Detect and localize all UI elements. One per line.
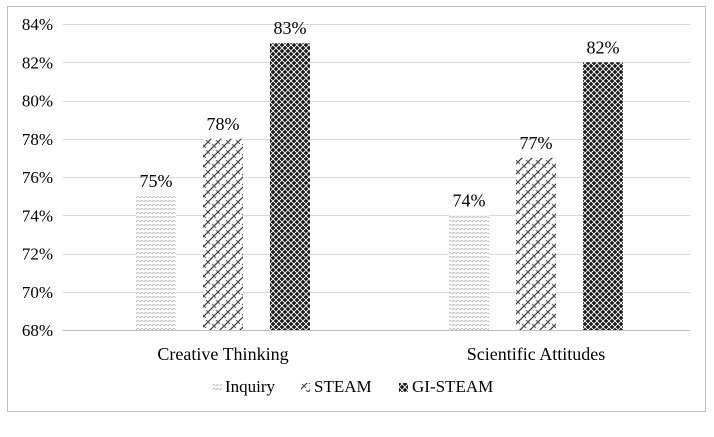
data-label: 75% bbox=[140, 171, 173, 191]
data-label: 78% bbox=[207, 114, 240, 134]
y-tick-label: 74% bbox=[22, 206, 53, 225]
data-label: 83% bbox=[274, 18, 307, 38]
legend-label: STEAM bbox=[314, 377, 372, 396]
y-tick-label: 78% bbox=[22, 130, 53, 149]
bar-steam-1 bbox=[516, 157, 556, 330]
y-tick-label: 68% bbox=[22, 321, 53, 340]
y-tick-label: 84% bbox=[22, 15, 53, 34]
bar-inquiry-0 bbox=[136, 196, 176, 330]
legend-swatch bbox=[399, 383, 408, 392]
legend: Inquiry STEAM GI-STEAM bbox=[213, 377, 493, 396]
x-category-label: Scientific Attitudes bbox=[467, 344, 605, 364]
y-tick-label: 82% bbox=[22, 53, 53, 72]
data-labels: 75% 78% 83% 74% 77% 82% bbox=[140, 18, 620, 210]
data-label: 77% bbox=[520, 133, 553, 153]
x-category-label: Creative Thinking bbox=[157, 344, 288, 364]
bars bbox=[136, 43, 623, 330]
bar-inquiry-1 bbox=[449, 215, 489, 330]
x-axis-labels: Creative Thinking Scientific Attitudes bbox=[157, 344, 605, 364]
data-label: 74% bbox=[453, 190, 486, 210]
bar-gi-steam-1 bbox=[583, 62, 623, 330]
data-label: 82% bbox=[587, 37, 620, 57]
bar-steam-0 bbox=[203, 138, 243, 330]
y-tick-label: 70% bbox=[22, 283, 53, 302]
y-tick-label: 80% bbox=[22, 92, 53, 111]
y-tick-label: 72% bbox=[22, 245, 53, 264]
legend-swatch bbox=[213, 383, 222, 392]
chart-border bbox=[7, 6, 706, 412]
y-tick-label: 76% bbox=[22, 168, 53, 187]
y-axis-ticks: 68% 70% 72% 74% 76% 78% 80% 82% 84% bbox=[22, 15, 53, 340]
legend-label: GI-STEAM bbox=[412, 377, 493, 396]
bar-gi-steam-0 bbox=[270, 43, 310, 330]
legend-label: Inquiry bbox=[225, 377, 276, 396]
legend-swatch bbox=[301, 383, 310, 392]
